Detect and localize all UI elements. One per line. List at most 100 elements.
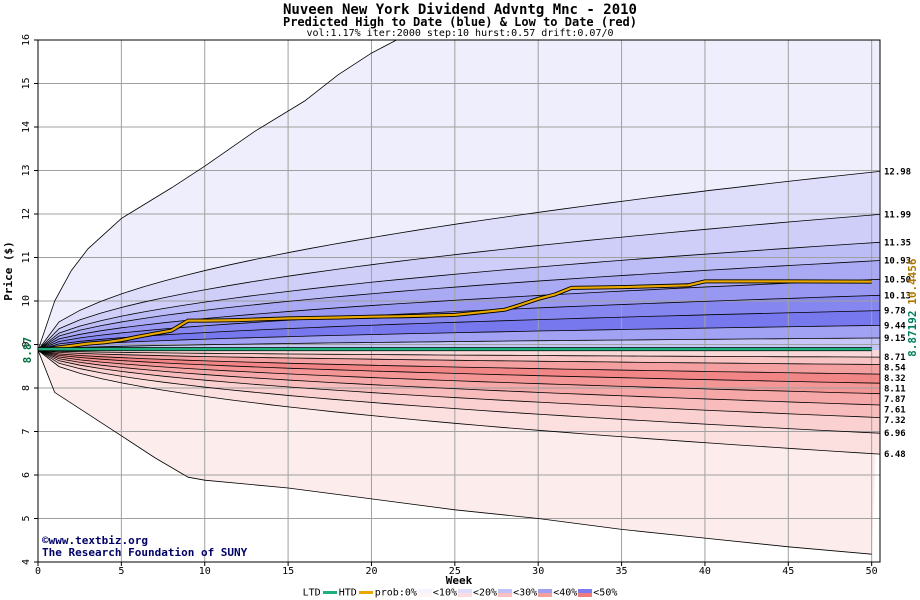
legend-bin-label: <20%	[473, 587, 498, 598]
y-tick-label: 8	[21, 385, 32, 391]
legend-bins: <10% <20% <30% <40% <50%	[417, 587, 618, 599]
x-tick-label: 25	[449, 566, 461, 577]
x-tick-label: 50	[866, 566, 878, 577]
credit-org: The Research Foundation of SUNY	[42, 546, 248, 559]
y-tick-label: 16	[21, 34, 32, 46]
legend-bin-label: <10%	[432, 587, 457, 598]
high-band-end-label: 11.99	[884, 210, 911, 220]
legend-prob-label: prob:0%	[374, 587, 417, 599]
x-tick-label: 15	[282, 566, 294, 577]
legend-bin-swatch	[498, 588, 513, 597]
low-band-end-label: 7.32	[884, 416, 906, 426]
low-boundary-5	[38, 349, 880, 406]
low-boundary-8	[38, 349, 880, 455]
high-band-end-label: 12.98	[884, 167, 911, 177]
legend-bin-swatch	[417, 588, 432, 597]
high-band-end-label: 11.35	[884, 238, 911, 248]
low-band-end-label: 8.11	[884, 385, 906, 395]
legend: LTD HTD prob:0% <10% <20% <30% <40% <50%	[0, 587, 920, 599]
band-high-5	[38, 295, 880, 351]
credit-url-text: www.textbiz.org	[48, 534, 148, 547]
chart-params: vol:1.17% iter:2000 step:10 hurst:0.57 d…	[306, 28, 614, 39]
low-band-end-label: 8.54	[884, 364, 906, 374]
y-tick-label: 11	[21, 251, 32, 263]
y-tick-label: 9	[21, 341, 32, 347]
high-band-end-label: 10.50	[884, 275, 911, 285]
legend-bin-swatch	[538, 588, 553, 597]
y-tick-label: 14	[21, 121, 32, 133]
x-tick-label: 0	[35, 566, 41, 577]
x-tick-label: 30	[532, 566, 544, 577]
legend-htd-swatch	[358, 591, 373, 595]
credit-url: ©www.textbiz.org	[42, 534, 148, 547]
high-band-end-label: 9.44	[884, 321, 906, 331]
band-low-0	[38, 350, 880, 358]
y-tick-label: 12	[21, 208, 32, 220]
legend-htd-label: HTD	[338, 587, 357, 599]
band-high-6	[38, 310, 880, 351]
x-tick-label: 40	[699, 566, 711, 577]
legend-bin-swatch	[458, 588, 472, 597]
y-tick-label: 10	[21, 295, 32, 307]
x-tick-label: 5	[118, 566, 124, 577]
low-band-end-label: 7.61	[884, 406, 906, 416]
band-high-1	[38, 214, 880, 351]
band-low-7	[38, 350, 880, 434]
high-boundary-8	[38, 337, 880, 351]
start-price-label: 8.87	[21, 337, 34, 364]
high-boundary-6	[38, 310, 880, 351]
y-tick-label: 5	[21, 515, 32, 521]
htd-end-label: 10.4456	[906, 258, 919, 305]
outer-low-line	[38, 350, 872, 555]
band-high-3	[38, 260, 880, 351]
y-tick-label: 4	[21, 559, 32, 565]
low-boundary-0	[38, 349, 880, 358]
high-band-end-label: 9.78	[884, 307, 906, 317]
legend-bin-label: <30%	[513, 587, 538, 598]
y-axis-label: Price ($)	[2, 241, 15, 301]
x-tick-label: 35	[616, 566, 628, 577]
low-boundary-3	[38, 349, 880, 384]
ltd-end-label: 8.87192	[906, 310, 919, 356]
band-low-8	[38, 350, 880, 455]
outer-high-line	[38, 40, 397, 351]
copyright-symbol: ©	[42, 534, 49, 547]
chart-title: Nuveen New York Dividend Advntg Mnc - 20…	[282, 2, 637, 18]
low-boundary-1	[38, 349, 880, 365]
band-low-3	[38, 350, 880, 384]
low-band-end-label: 7.87	[884, 395, 906, 405]
high-band-end-label: 9.15	[884, 334, 906, 344]
low-band-end-label: 8.32	[884, 374, 906, 384]
low-boundary-6	[38, 349, 880, 418]
high-band-end-label: 10.93	[884, 257, 911, 267]
low-boundary-7	[38, 349, 880, 434]
high-boundary-0	[38, 171, 880, 351]
band-high-4	[38, 279, 880, 351]
high-boundary-2	[38, 241, 880, 351]
high-boundary-7	[38, 325, 880, 351]
high-boundary-1	[38, 214, 880, 351]
legend-bin-swatch	[578, 588, 593, 597]
band-low-2	[38, 350, 880, 375]
legend-ltd-label: LTD	[302, 587, 321, 599]
y-tick-label: 15	[21, 77, 32, 89]
low-band-end-label: 6.96	[884, 429, 906, 439]
legend-bin-label: <50%	[593, 587, 618, 598]
x-tick-label: 45	[782, 566, 794, 577]
band-low-4	[38, 350, 880, 394]
band-high-2	[38, 242, 880, 351]
high-boundary-4	[38, 278, 880, 351]
htd-line	[38, 280, 872, 352]
band-high-0	[38, 171, 880, 351]
low-band-end-label: 6.48	[884, 450, 906, 460]
high-boundary-3	[38, 260, 880, 351]
x-tick-label: 20	[365, 566, 377, 577]
low-boundary-4	[38, 349, 880, 395]
y-tick-label: 7	[21, 428, 32, 434]
legend-bin-label: <40%	[553, 587, 578, 598]
x-axis-label: Week	[446, 574, 473, 587]
y-tick-label: 13	[21, 164, 32, 176]
high-band-end-label: 10.13	[884, 291, 911, 301]
